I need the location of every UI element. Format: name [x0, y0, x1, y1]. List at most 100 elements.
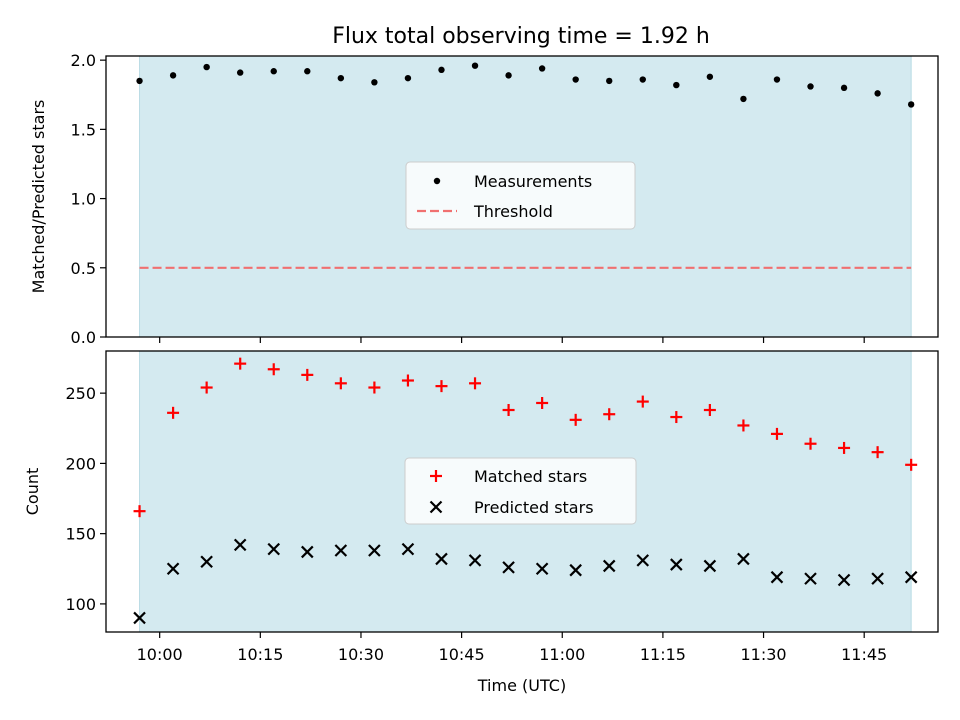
matched-star-point — [703, 404, 716, 417]
y-tick-label: 0.5 — [71, 259, 96, 278]
measurement-point — [371, 79, 378, 86]
matched-star-point — [200, 381, 213, 394]
measurement-point — [606, 77, 613, 85]
legend-marker-predicted-stars — [429, 500, 443, 514]
predicted-star-point — [334, 544, 348, 557]
legend-marker-measurements — [433, 177, 441, 185]
predicted-star-point — [569, 563, 582, 577]
measurement-point — [706, 73, 714, 80]
predicted-star-point — [133, 611, 146, 625]
x-tick-label: 11:15 — [640, 645, 686, 664]
y-tick-label: 200 — [65, 454, 96, 473]
predicted-star-point — [468, 554, 482, 567]
predicted-star-point — [670, 558, 683, 571]
matched-star-point — [737, 419, 750, 432]
matched-star-point — [569, 413, 582, 426]
measurement-point — [639, 76, 646, 83]
axes-frame-top — [105, 55, 939, 338]
panel-ratio: 0.00.51.01.52.0 Matched/Predicted stars … — [29, 51, 939, 347]
x-axis-ticks-bottom: 10:00 10:15 10:30 10:45 11:00 11:15 11:30 11:45 — [137, 632, 887, 664]
measurement-point — [538, 65, 546, 72]
predicted-star-point — [737, 552, 750, 566]
matched-star-point — [636, 395, 649, 408]
measurement-point — [740, 95, 747, 103]
predicted-star-point — [636, 554, 650, 567]
measurement-point — [438, 66, 445, 74]
y-axis-label-bottom: Count — [23, 468, 42, 516]
panel-counts: 100 150 200 250 10:00 10:15 10:30 10:45 11:00 11… — [23, 350, 939, 695]
matched-star-point — [905, 458, 918, 471]
measurement-point — [773, 76, 781, 83]
x-tick-label: 11:00 — [539, 645, 585, 664]
chart-title: Flux total observing time = 1.92 h — [332, 24, 710, 49]
legend-label-threshold: Threshold — [473, 202, 553, 221]
legend-label-matched-stars: Matched stars — [474, 467, 587, 486]
matched-star-point — [334, 377, 347, 390]
predicted-star-point — [602, 559, 616, 573]
matched-star-point — [670, 411, 683, 424]
predicted-star-point — [233, 538, 247, 552]
y-tick-label: 250 — [65, 384, 96, 403]
matched-star-point — [603, 408, 616, 421]
measurement-point — [874, 90, 881, 97]
predicted-star-point — [267, 542, 281, 556]
matched-star-point — [401, 374, 414, 387]
matched-star-point — [770, 427, 783, 440]
predicted-star-point — [770, 570, 784, 584]
matched-star-point — [469, 377, 482, 390]
legend-label-measurements: Measurements — [474, 172, 592, 191]
measurement-point — [840, 84, 848, 92]
count-points — [133, 357, 918, 625]
measurement-point — [203, 63, 210, 71]
predicted-star-point — [166, 562, 180, 576]
measurement-point — [169, 72, 177, 79]
x-tick-label: 11:45 — [841, 645, 887, 664]
matched-star-point — [267, 363, 280, 376]
legend-top: Measurements Threshold — [405, 161, 636, 230]
predicted-star-point — [401, 542, 415, 556]
predicted-star-point — [804, 572, 817, 585]
matched-star-point — [435, 380, 448, 393]
predicted-star-point — [535, 562, 549, 576]
measurement-point — [136, 77, 143, 85]
matched-star-point — [301, 368, 314, 381]
axes-frame-bottom — [105, 350, 939, 633]
matched-star-point — [167, 406, 180, 419]
measurement-point — [404, 74, 412, 82]
matched-star-point — [804, 437, 817, 450]
x-axis-ticks-top — [159, 337, 865, 343]
measurement-point — [304, 68, 311, 75]
predicted-star-point — [904, 570, 918, 584]
measurement-point — [807, 83, 814, 90]
y-tick-label: 2.0 — [71, 51, 96, 70]
x-tick-label: 10:30 — [338, 645, 384, 664]
matched-star-point — [234, 357, 247, 370]
predicted-star-point — [200, 555, 213, 569]
predicted-star-point — [301, 545, 314, 559]
legend-box-top — [405, 161, 636, 230]
y-tick-label: 100 — [65, 595, 96, 614]
y-tick-label: 1.0 — [71, 190, 96, 209]
measurement-point — [471, 62, 479, 69]
y-axis-ticks-top: 0.0 0.5 1.0 1.5 2.0 — [71, 51, 106, 347]
matched-star-point — [133, 505, 146, 518]
measurement-point — [337, 74, 345, 82]
y-tick-label: 0.0 — [71, 328, 96, 347]
measurement-point — [270, 68, 277, 75]
y-tick-label: 1.5 — [71, 120, 96, 139]
measurement-point — [236, 69, 244, 76]
predicted-star-point — [871, 572, 884, 585]
y-axis-ticks-bottom: 100 150 200 250 — [65, 384, 106, 614]
x-axis-label: Time (UTC) — [477, 676, 566, 695]
matched-star-point — [502, 404, 515, 417]
x-tick-label: 10:15 — [237, 645, 283, 664]
x-tick-label: 11:30 — [740, 645, 786, 664]
matched-star-point — [871, 446, 884, 459]
y-tick-label: 150 — [65, 525, 96, 544]
x-tick-label: 10:45 — [439, 645, 485, 664]
measurement-point — [572, 76, 579, 83]
measurement-point — [907, 101, 915, 108]
measurement-point — [505, 72, 512, 79]
matched-star-point — [536, 396, 549, 409]
